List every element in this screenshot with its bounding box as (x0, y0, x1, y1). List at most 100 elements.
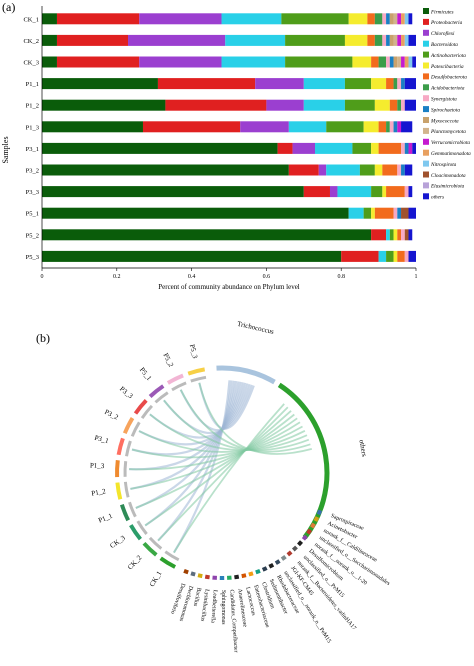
bar-segment (389, 13, 394, 25)
bar-segment (404, 99, 416, 111)
bar-segment (303, 78, 345, 90)
bar-segment (386, 13, 390, 25)
legend-label: Patescibacteria (430, 64, 464, 70)
sample-arc (119, 503, 131, 522)
bar-segment (326, 121, 364, 133)
panel-b-label: (b) (36, 331, 50, 345)
bar-segment (42, 250, 342, 262)
sample-label: P5_2 (162, 352, 176, 369)
chord-ribbon (163, 399, 310, 451)
sample-label: CK_2 (126, 553, 144, 571)
bar-segment (42, 186, 304, 198)
bar-segment (386, 56, 390, 68)
bar-segment (352, 142, 372, 154)
bar-segment (389, 121, 394, 133)
legend-swatch (423, 84, 429, 91)
bar-segment (374, 13, 383, 25)
bar-segment (404, 164, 413, 176)
y-tick-label: P1_3 (26, 124, 39, 131)
y-tick-label: P1_1 (26, 81, 39, 88)
sample-inner-arc (136, 520, 148, 535)
bar-segment (139, 56, 222, 68)
bar-segment (386, 250, 394, 262)
bar-segment (408, 186, 413, 198)
bar-segment (401, 164, 405, 176)
x-tick-label: 0.8 (337, 274, 345, 280)
bar-segment (374, 164, 383, 176)
bar-segment (367, 34, 375, 46)
legend-swatch (423, 8, 429, 14)
bar-segment (315, 142, 353, 154)
bar-segment (397, 250, 405, 262)
bar-segment (56, 34, 129, 46)
chord-ribbon (130, 417, 298, 490)
x-tick-label: 0.4 (188, 274, 196, 280)
sample-label: P1_2 (91, 487, 107, 497)
legend-label: Acidobacteriota (430, 86, 465, 92)
bar-segment (404, 250, 409, 262)
bar-segment (371, 207, 375, 219)
bar-segment (408, 207, 416, 219)
taxon-arc (241, 573, 247, 579)
sample-arc (115, 482, 123, 500)
bar-segment (378, 142, 402, 154)
sample-inner-arc (140, 404, 153, 419)
sample-arc (187, 367, 206, 376)
chord-ribbon (149, 413, 308, 451)
taxon-arc (197, 573, 203, 579)
bar-segment (397, 121, 402, 133)
sample-inner-arc (128, 501, 137, 518)
legend-swatch (423, 95, 429, 102)
taxon-arc (204, 574, 210, 580)
sample-inner-arc (190, 375, 207, 383)
bar-segment (344, 34, 368, 46)
legend-swatch (423, 29, 429, 36)
bar-segment (412, 56, 416, 68)
bar-segment (367, 13, 375, 25)
taxon-arc (183, 569, 189, 575)
legend-swatch (423, 73, 429, 80)
sample-label: P5_3 (188, 343, 199, 359)
sample-inner-arc (148, 536, 163, 550)
sample-label: P3_2 (103, 408, 120, 422)
bar-segment (139, 13, 222, 25)
legend-swatch (423, 62, 429, 69)
legend-label: Synergistota (431, 97, 457, 103)
bar-segment (389, 229, 394, 241)
chord-ribbon (179, 389, 311, 453)
bar-segment (408, 34, 416, 46)
bar-segment (397, 99, 402, 111)
bar-segment (128, 34, 226, 46)
panel-a-label: (a) (2, 0, 15, 14)
taxon-label: Lysinibacillus (199, 589, 210, 623)
legend-swatch (423, 117, 429, 123)
bar-segment (281, 13, 349, 25)
bar-segment (397, 34, 402, 46)
bar-segment (386, 229, 390, 241)
bar-segment (348, 207, 364, 219)
legend-swatch (423, 106, 429, 113)
taxon-arc (286, 550, 293, 557)
bar-segment (157, 78, 256, 90)
sample-inner-arc (171, 381, 187, 392)
y-tick-label: P5_1 (26, 211, 39, 218)
sample-arc (116, 437, 125, 456)
bar-segment (408, 56, 413, 68)
legend-label: Elusimicrobiota (430, 184, 465, 190)
bar-segment (225, 34, 286, 46)
bar-segment (42, 34, 57, 46)
bar-segment (404, 186, 409, 198)
bar-segment (382, 13, 387, 25)
bar-segment (408, 229, 413, 241)
bar-segment (408, 142, 413, 154)
bar-segment (389, 56, 394, 68)
taxon-arc (316, 509, 323, 516)
sample-inner-arc (123, 461, 128, 477)
bar-segment (393, 13, 398, 25)
bar-segment (359, 164, 375, 176)
bar-segment (344, 99, 375, 111)
y-tick-label: P3_1 (26, 146, 39, 153)
bar-segment (56, 13, 140, 25)
bar-segment (401, 78, 405, 90)
bar-segment (285, 34, 345, 46)
